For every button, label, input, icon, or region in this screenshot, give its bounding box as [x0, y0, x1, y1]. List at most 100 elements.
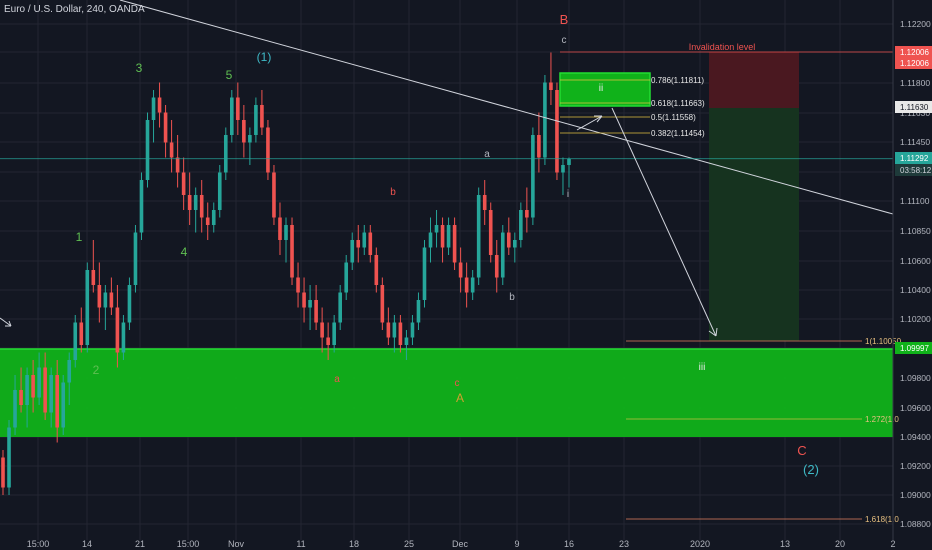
wave-label: (2)	[803, 462, 819, 477]
x-tick-label: 15:00	[177, 539, 200, 549]
left-arrow	[0, 317, 12, 327]
wave-label: 4	[181, 245, 188, 259]
candle-body	[254, 105, 258, 135]
wave-label: 3	[136, 61, 143, 75]
x-tick-label: 13	[780, 539, 790, 549]
candle-body	[531, 135, 535, 218]
candle-body	[103, 292, 108, 308]
candle-body	[434, 225, 439, 233]
candle-body	[19, 390, 23, 405]
candle-body	[217, 172, 222, 210]
wave-label: b	[509, 292, 515, 303]
candle-body	[151, 97, 156, 120]
y-tick-label: 1.09200	[900, 461, 931, 471]
candle-body	[43, 367, 47, 413]
stop-loss-box	[709, 52, 799, 108]
x-tick-label: 16	[564, 539, 574, 549]
wave-label: a	[484, 149, 490, 160]
zone-price-tag: 1.09997	[900, 344, 929, 353]
target-price-tag: 1.11630	[900, 103, 929, 112]
candle-body	[49, 375, 53, 413]
candle-body	[320, 322, 324, 338]
candle-body	[187, 195, 192, 210]
candle-body	[115, 307, 120, 353]
candle-body	[296, 277, 300, 293]
wave-label: i	[567, 189, 569, 200]
candle-body	[230, 97, 234, 135]
x-tick-label: 11	[296, 539, 305, 549]
candle-body	[446, 225, 451, 248]
current-price-tag: 1.11292	[900, 154, 929, 163]
y-tick-label: 1.09600	[900, 403, 931, 413]
countdown-tag-bg	[895, 164, 932, 176]
candle-body	[458, 262, 463, 278]
candle-body	[175, 157, 180, 173]
candle-body	[223, 135, 228, 173]
candle-body	[362, 232, 367, 248]
candle-body	[97, 285, 102, 308]
wave-label: C	[797, 443, 806, 458]
candle-body	[470, 277, 475, 293]
candle-body	[482, 195, 487, 210]
y-tick-label: 1.11800	[900, 78, 930, 88]
candle-body	[157, 97, 162, 113]
extension-label: 1(1.10050	[865, 337, 902, 346]
candle-body	[356, 240, 361, 248]
y-tick-label: 1.08800	[900, 519, 931, 529]
candle-series	[1, 52, 571, 495]
y-tick-label: 1.12200	[900, 19, 931, 29]
candle-body	[440, 225, 445, 248]
candle-body	[488, 210, 493, 255]
y-tick-label: 1.10600	[900, 256, 931, 266]
wave-label: (1)	[257, 50, 272, 64]
y-tick-label: 1.10400	[900, 285, 931, 295]
candle-body	[561, 165, 565, 173]
candle-body	[332, 322, 336, 345]
candle-body	[211, 210, 216, 225]
wave-iii-arrow	[611, 107, 718, 337]
candle-body	[1, 457, 5, 488]
fib-label: 0.786(1.11811)	[651, 76, 704, 85]
fib-retracement-zone	[559, 72, 651, 107]
candle-body	[410, 322, 415, 338]
candle-body	[260, 105, 264, 128]
wave-label: c	[562, 35, 567, 46]
candle-body	[350, 240, 355, 263]
candle-body	[428, 232, 433, 248]
chart-zones	[0, 52, 893, 437]
extension-label: 1.618(1.0	[865, 515, 899, 524]
wave-label: 2	[93, 363, 100, 377]
candle-body	[236, 97, 240, 120]
y-tick-label: 1.09400	[900, 432, 931, 442]
candle-body	[169, 142, 174, 158]
candle-body	[506, 232, 511, 248]
y-tick-label: 1.09800	[900, 373, 931, 383]
candle-body	[272, 172, 276, 218]
candle-body	[452, 225, 457, 263]
candle-body	[37, 367, 41, 398]
candle-body	[308, 300, 312, 308]
candle-body	[193, 195, 198, 210]
candle-body	[494, 255, 499, 278]
wave-label: 1	[76, 230, 83, 244]
fib-label: 0.618(1.11663)	[651, 99, 705, 108]
x-tick-label: 25	[404, 539, 414, 549]
price-axis[interactable]: 1.122001.119501.118001.116301.114501.112…	[892, 0, 932, 540]
time-axis[interactable]: 15:00 14 21 15:00 Nov 11 18 25 Dec 9 16 23 2020 13 20 2	[27, 539, 896, 549]
candle-body	[537, 135, 541, 158]
candle-body	[344, 262, 349, 293]
candle-body	[205, 217, 210, 225]
invalidation-label: Invalidation level	[689, 42, 756, 52]
invalidation-price-tag-bg	[895, 46, 932, 58]
candle-body	[567, 159, 571, 165]
wave-label: ii	[599, 83, 603, 94]
candle-body	[248, 135, 252, 143]
candle-body	[500, 232, 505, 278]
demand-zone	[0, 349, 893, 437]
invalidation-price-tag: 1.12006	[900, 48, 929, 57]
candle-body	[13, 390, 17, 428]
candle-body	[109, 292, 114, 308]
candle-body	[127, 285, 132, 323]
